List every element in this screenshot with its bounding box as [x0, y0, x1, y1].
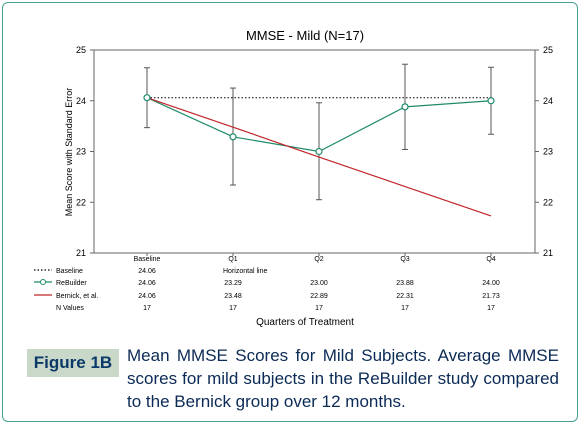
point-Q1 — [229, 133, 237, 141]
table-cell-0-0: 24.06 — [138, 268, 156, 275]
table-legend-2: Bernick, et al. — [56, 293, 98, 300]
table-cell-1-0: 24.06 — [138, 280, 156, 287]
table-cell-2-4: 21.73 — [482, 293, 500, 300]
table-cell-3-3: 17 — [401, 305, 409, 312]
figure-caption: Figure 1B Mean MMSE Scores for Mild Subj… — [27, 341, 562, 417]
y-tick-label-right-22: 22 — [543, 197, 553, 207]
series-line-bernick-et-al — [146, 97, 492, 217]
table-cell-3-1: 17 — [229, 305, 237, 312]
x-tick-label-Q2: Q2 — [314, 256, 323, 263]
table-cell-3-0: 17 — [143, 305, 151, 312]
y-tick-label-left-25: 25 — [76, 45, 86, 55]
table-cell-0-1: Horizontal line — [223, 268, 267, 275]
y-tick-label-right-23: 23 — [543, 147, 553, 157]
table-cell-1-3: 23.88 — [396, 280, 414, 287]
y-tick-label-right-21: 21 — [543, 248, 553, 258]
y-tick-label-left-23: 23 — [76, 147, 86, 157]
table-cell-3-2: 17 — [315, 305, 323, 312]
x-tick-label-Baseline: Baseline — [134, 256, 161, 263]
table-legend-1: ReBuilder — [56, 280, 87, 287]
table-cell-1-1: 23.29 — [224, 280, 242, 287]
plot-area — [93, 49, 536, 254]
legend-marker-1 — [40, 279, 46, 285]
table-legend-3: N Values — [56, 305, 84, 312]
point-Q2 — [315, 147, 323, 156]
y-tick-label-left-24: 24 — [76, 96, 86, 106]
table-cell-2-3: 22.31 — [396, 293, 414, 300]
point-Baseline — [143, 94, 151, 102]
x-tick-label-Q1: Q1 — [228, 256, 237, 263]
y-axis-label: Mean Score with Standard Error — [64, 88, 74, 217]
x-axis-label: Quarters of Treatment — [256, 317, 354, 328]
table-cell-3-4: 17 — [487, 305, 495, 312]
figure-label: Figure 1B — [27, 349, 119, 377]
table-cell-2-2: 22.89 — [310, 293, 328, 300]
y-tick-label-right-25: 25 — [543, 45, 553, 55]
y-tick-label-left-22: 22 — [76, 197, 86, 207]
table-cell-1-2: 23.00 — [310, 280, 328, 287]
table-legend-0: Baseline — [56, 268, 83, 275]
x-tick-label-Q4: Q4 — [486, 256, 495, 263]
point-Q4 — [487, 97, 495, 105]
x-tick-label-Q3: Q3 — [400, 256, 409, 263]
caption-text: Mean MMSE Scores for Mild Subjects. Aver… — [127, 346, 559, 411]
y-tick-label-right-24: 24 — [543, 96, 553, 106]
chart-title: MMSE - Mild (N=17) — [246, 28, 364, 43]
table-cell-2-0: 24.06 — [138, 293, 156, 300]
y-tick-label-left-21: 21 — [76, 248, 86, 258]
point-Q3 — [401, 103, 409, 111]
mmse-chart: MMSE - Mild (N=17) Mean Score with Stand… — [34, 28, 553, 328]
table-cell-1-4: 24.00 — [482, 280, 500, 287]
table-cell-2-1: 23.48 — [224, 293, 242, 300]
